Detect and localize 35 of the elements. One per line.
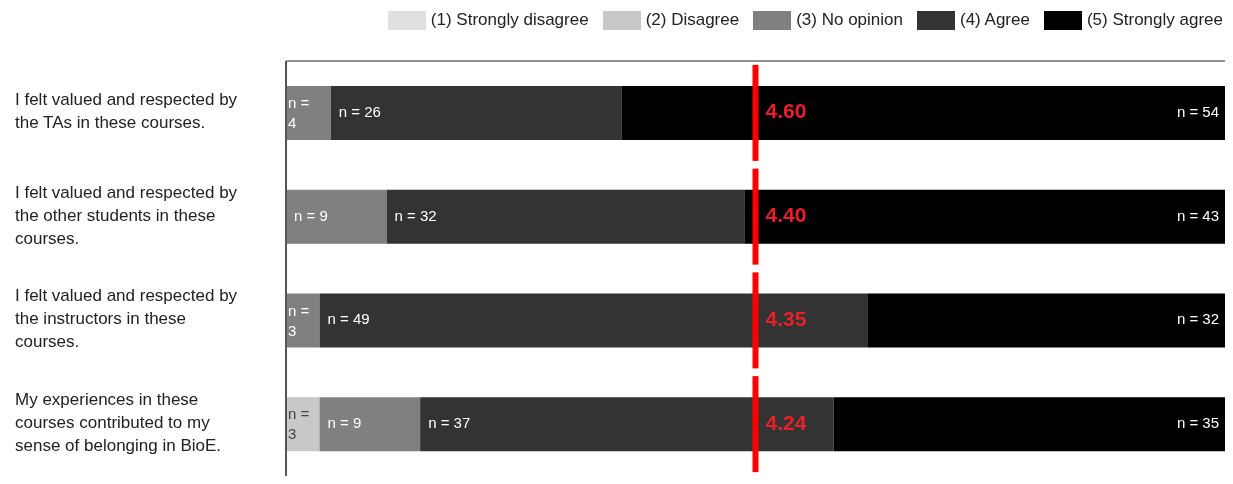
data-label: n = 49: [327, 310, 370, 328]
data-label: n = 35: [1176, 414, 1219, 432]
y-tick-label: I felt valued and respected by the instructors in these courses.: [15, 286, 238, 352]
data-label: n = 3: [288, 405, 310, 443]
y-tick-label: I felt valued and respected by the other students in these courses.: [15, 183, 238, 249]
annotation: 4.60: [765, 99, 807, 123]
data-label: n = 32: [394, 206, 437, 224]
y-tick-label: My experiences in these courses contributed to my sense of belonging in BioE.: [15, 390, 222, 456]
legend-label: (4) Agree: [959, 10, 1030, 30]
annotation: 4.40: [765, 203, 807, 227]
bar: [833, 397, 1225, 452]
bar: [286, 397, 320, 452]
data-label: n = 9: [294, 206, 328, 224]
legend-label: (5) Strongly agree: [1085, 10, 1223, 30]
data-label: n = 4: [288, 93, 310, 131]
data-label: n = 37: [428, 414, 471, 432]
annotation: 4.35: [765, 306, 807, 330]
bar: [286, 86, 331, 140]
bar: [867, 293, 1225, 348]
bar: [286, 189, 387, 244]
data-label: n = 3: [288, 301, 310, 339]
bar: [319, 397, 421, 452]
bar: [286, 293, 320, 348]
bar: [386, 189, 745, 244]
legend-label: (3) No opinion: [795, 10, 903, 30]
annotation: 4.24: [765, 410, 807, 434]
data-label: n = 43: [1176, 206, 1219, 224]
y-tick-label: I felt valued and respected by the TAs in these courses.: [15, 90, 238, 133]
legend-label: (1) Strongly disagree: [429, 10, 589, 30]
data-label: n = 9: [327, 414, 362, 432]
data-label: n = 26: [338, 102, 381, 120]
bar: [330, 86, 622, 140]
data-label: n = 54: [1176, 102, 1219, 120]
legend-label: (2) Disagree: [644, 10, 740, 30]
data-label: n = 32: [1176, 310, 1219, 328]
